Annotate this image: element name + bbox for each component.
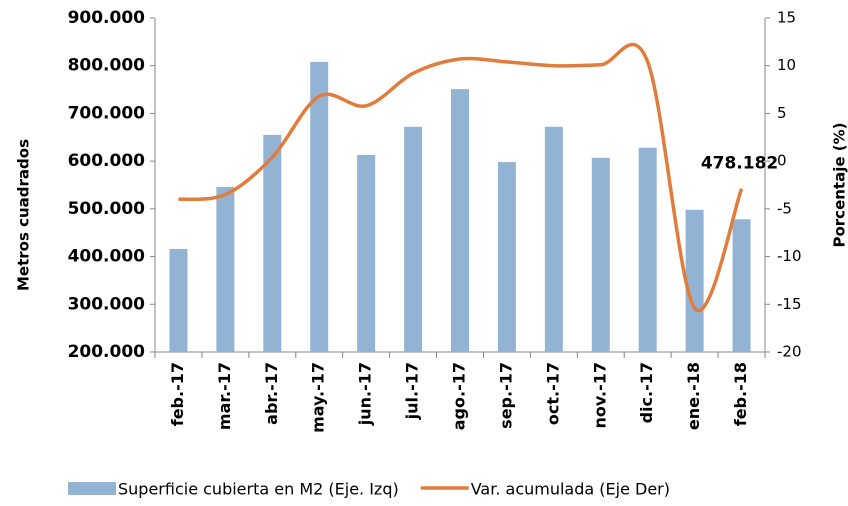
x-tick-label: nov.-17: [590, 362, 609, 429]
y-tick-label: 300.000: [68, 294, 146, 314]
legend-label: Superficie cubierta en M2 (Eje. Izq): [118, 480, 399, 499]
x-tick-label: feb.-17: [168, 362, 187, 426]
x-tick-label: dic.-17: [637, 362, 656, 423]
y2-tick-label: -15: [777, 295, 802, 313]
x-tick-label: feb.-18: [731, 362, 750, 426]
y-tick-label: 800.000: [68, 56, 146, 76]
y2-tick-label: -20: [777, 343, 802, 361]
y2-tick-label: -10: [777, 247, 802, 265]
bar: [451, 89, 469, 352]
y2-tick-label: 5: [777, 104, 787, 122]
bar: [310, 62, 328, 352]
bar: [686, 210, 704, 352]
x-tick-label: abr.-17: [262, 362, 281, 425]
y2-tick-label: 15: [777, 9, 796, 27]
y-tick-label: 400.000: [68, 247, 146, 267]
bar: [263, 135, 281, 352]
y-tick-label: 700.000: [68, 103, 146, 123]
x-tick-label: may.-17: [309, 362, 328, 433]
bar: [639, 148, 657, 352]
y-tick-label: 900.000: [68, 8, 146, 28]
x-tick-label: ene.-18: [684, 362, 703, 430]
x-tick-label: oct.-17: [543, 362, 562, 425]
y-tick-label: 500.000: [68, 199, 146, 219]
y-tick-label: 600.000: [68, 151, 146, 171]
x-tick-label: ago.-17: [450, 362, 469, 430]
y2-tick-label: 10: [777, 56, 796, 74]
value-label: 478.182: [701, 153, 778, 173]
legend-label: Var. acumulada (Eje Der): [471, 480, 670, 499]
bar: [357, 155, 375, 352]
bar: [404, 127, 422, 352]
bar: [545, 127, 563, 352]
y-tick-label: 200.000: [68, 342, 146, 362]
bar: [498, 162, 516, 352]
x-tick-label: jun.-17: [356, 362, 375, 426]
y-axis-title: Metros cuadrados: [15, 139, 33, 291]
y2-tick-label: 0: [777, 152, 787, 170]
bar: [169, 249, 187, 352]
legend-swatch: [68, 482, 116, 495]
y2-axis-title: Porcentaje (%): [831, 122, 848, 247]
y2-tick-label: -5: [777, 199, 792, 217]
bar: [216, 187, 234, 352]
x-tick-label: mar.-17: [215, 362, 234, 430]
x-tick-label: jul.-17: [403, 362, 422, 420]
bar: [592, 158, 610, 352]
x-tick-label: sep.-17: [496, 362, 515, 429]
bar: [733, 219, 751, 352]
